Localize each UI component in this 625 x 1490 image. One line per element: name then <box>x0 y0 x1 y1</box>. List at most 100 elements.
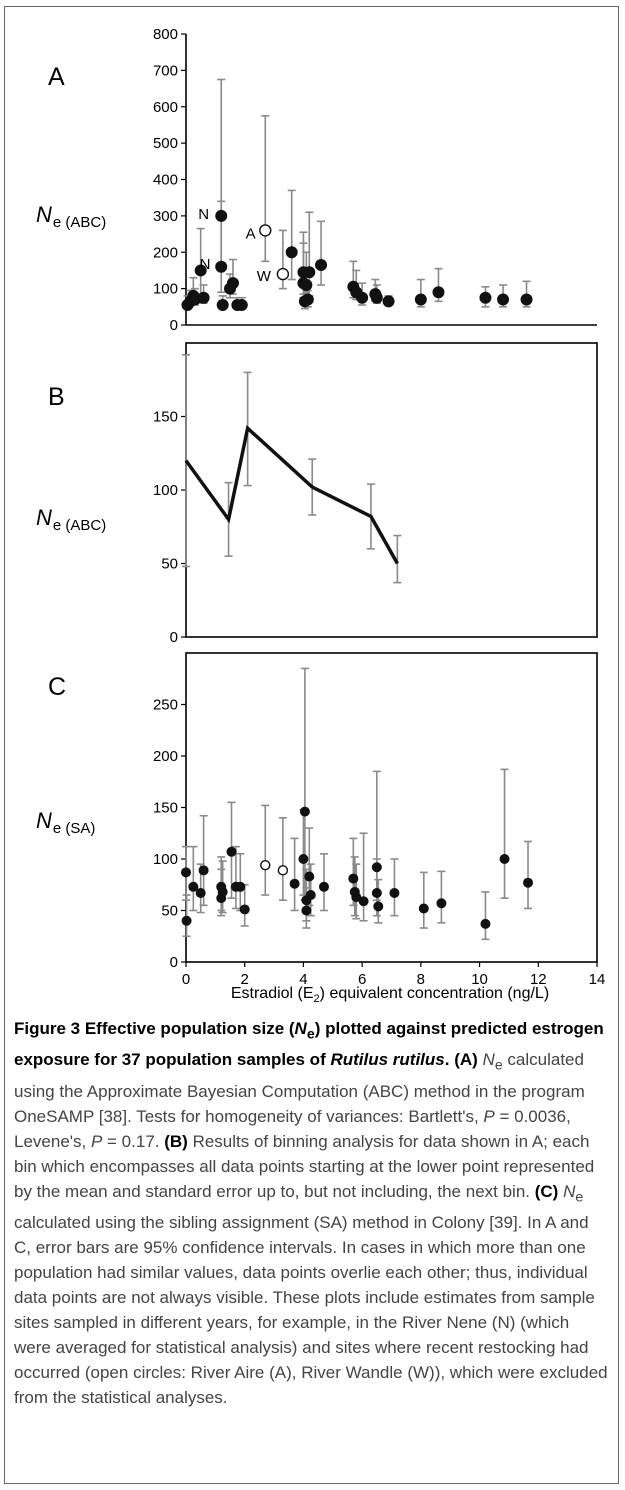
panel-a-error-bar <box>261 115 270 263</box>
panel-c-ylabel-sub: e (SA) <box>53 820 96 837</box>
x-axis-label-tail: ) equivalent concentration (ng/L) <box>320 985 549 1002</box>
panel-a-plot: 0 100 200 300 400 500 600 700 800 N N A W <box>153 26 597 334</box>
panel-c-data-point <box>436 898 447 909</box>
panel-a-data-point <box>414 293 427 306</box>
panel-a-data-point <box>216 298 229 311</box>
panel-c-data-point <box>181 867 191 878</box>
panel-a-data-point <box>226 277 239 290</box>
panel-a-data-point <box>285 246 298 259</box>
caption-p-a: P <box>483 1106 495 1126</box>
caption-title-b: ) plotted against predicted estrogen exp… <box>14 1019 604 1070</box>
panel-c-data-point <box>523 877 534 888</box>
panel-c-data-point <box>181 915 192 926</box>
panel-c-xtick-label: 12 <box>530 971 547 988</box>
figure-frame <box>4 6 619 1484</box>
panel-a-data-point <box>432 286 445 299</box>
panel-c-xtick-label: 14 <box>589 971 606 988</box>
panel-c-ytick-label: 0 <box>170 954 178 971</box>
panel-c-error-bar <box>182 894 191 938</box>
panel-c-xtick-label: 8 <box>417 971 425 988</box>
panel-c-error-bar <box>290 837 299 912</box>
panel-c-error-bar <box>261 804 270 896</box>
caption-label-a: (A) <box>454 1050 478 1070</box>
caption-title-sub: e <box>306 1026 315 1043</box>
caption-title: Figure 3 Effective population size (Ne) … <box>14 1019 604 1069</box>
caption-title-ne: N <box>294 1019 307 1038</box>
panel-a-data-point <box>356 291 369 304</box>
panel-c-ytick-label: 200 <box>153 748 178 765</box>
panel-c-data-point <box>305 890 316 901</box>
panel-a-data-point <box>303 266 316 279</box>
panel-a-ytick-label: 100 <box>153 281 178 298</box>
panel-b-ylabel-sub: e (ABC) <box>53 517 106 534</box>
panel-a-data-point <box>479 291 492 304</box>
panel-c-ylabel-main: N <box>36 808 52 833</box>
panel-b-ytick-label: 100 <box>153 482 178 499</box>
panel-c-error-bar <box>278 816 287 902</box>
panel-c-xtick-label: 6 <box>358 971 366 988</box>
caption-a-ne: N <box>477 1050 495 1070</box>
panel-c-data-point <box>373 901 384 912</box>
panel-a-data-point <box>197 291 210 304</box>
panel-a-annotation: W <box>257 268 272 285</box>
panel-c-error-bar <box>419 871 428 929</box>
panel-a-ytick-label: 200 <box>153 244 178 261</box>
caption-p-b: P <box>90 1131 103 1151</box>
panel-b-series-line <box>184 424 399 565</box>
panel-a-data-point <box>300 278 313 291</box>
panel-a-annotation: N <box>198 206 209 223</box>
panel-c-data-point <box>318 881 329 892</box>
panel-c-data-point <box>371 887 382 898</box>
caption-species: Rutilus rutilus <box>330 1050 445 1070</box>
panel-c-xtick-label: 0 <box>182 971 190 988</box>
panel-a-data-point <box>259 224 272 237</box>
caption-text-a4: = 0.17. <box>102 1131 165 1151</box>
x-axis-label-main: Estradiol (E <box>231 985 314 1002</box>
panel-c-data-point <box>499 854 510 864</box>
panel-c-data-point <box>389 887 400 898</box>
panel-a-data-point <box>520 293 533 306</box>
panel-c-error-bar <box>189 845 198 912</box>
panel-c-data-point <box>226 846 237 857</box>
panel-c-data-point <box>260 859 271 871</box>
panel-c-error-bar <box>390 858 399 917</box>
panel-a-ylabel-sub: e (ABC) <box>53 214 106 231</box>
panel-a-error-bar <box>287 189 296 281</box>
panel-a-ytick-label: 300 <box>153 208 178 225</box>
panel-a-data-point <box>276 267 290 281</box>
panel-a-data-point <box>315 258 328 271</box>
x-axis-label: Estradiol (E2) equivalent concentration … <box>231 985 549 1005</box>
panel-b-ytick-label: 150 <box>153 409 178 426</box>
panel-c-data-point <box>358 896 369 907</box>
panel-c-error-bar <box>500 768 509 899</box>
panel-c-data-point <box>304 871 315 882</box>
caption-text-c: calculated using the sibling assignment … <box>14 1213 608 1408</box>
caption-text-a: calculated using the Approximate Bayesia… <box>14 1050 585 1126</box>
panel-c-data-point <box>301 905 312 916</box>
panel-a-data-point <box>301 293 314 306</box>
panel-c-data-point <box>299 806 310 817</box>
panel-c-data-point <box>480 918 491 929</box>
panel-a-ytick-label: 500 <box>153 135 178 152</box>
panel-c-ytick-label: 50 <box>161 903 178 920</box>
panel-c-data-point <box>198 865 209 876</box>
panel-a-ytick-label: 400 <box>153 172 178 189</box>
panel-c-error-bar <box>374 878 383 924</box>
panel-c-data-point <box>239 904 250 915</box>
caption-a-ne-sub: e <box>494 1057 503 1074</box>
panel-c-error-bar <box>350 856 359 917</box>
panel-c-data-point <box>348 873 359 884</box>
panel-c-data-point <box>195 887 206 898</box>
figure-caption: Figure 3 Effective population size (Ne) … <box>14 1016 608 1410</box>
panel-c-error-bar <box>231 845 240 910</box>
caption-label-c: (C) <box>534 1181 559 1201</box>
panel-c-error-bar <box>524 840 533 910</box>
panel-c-data-point <box>289 878 300 889</box>
panel-c-data-point <box>298 854 309 864</box>
panel-a-data-point <box>370 291 383 304</box>
panel-c-plot: 0 50 100 150 200 250 0 2 4 6 8 10 12 14 <box>153 652 606 988</box>
panel-a-annotation: A <box>246 225 256 242</box>
caption-title-end: . <box>444 1050 450 1070</box>
panel-c-data-point <box>351 892 362 903</box>
